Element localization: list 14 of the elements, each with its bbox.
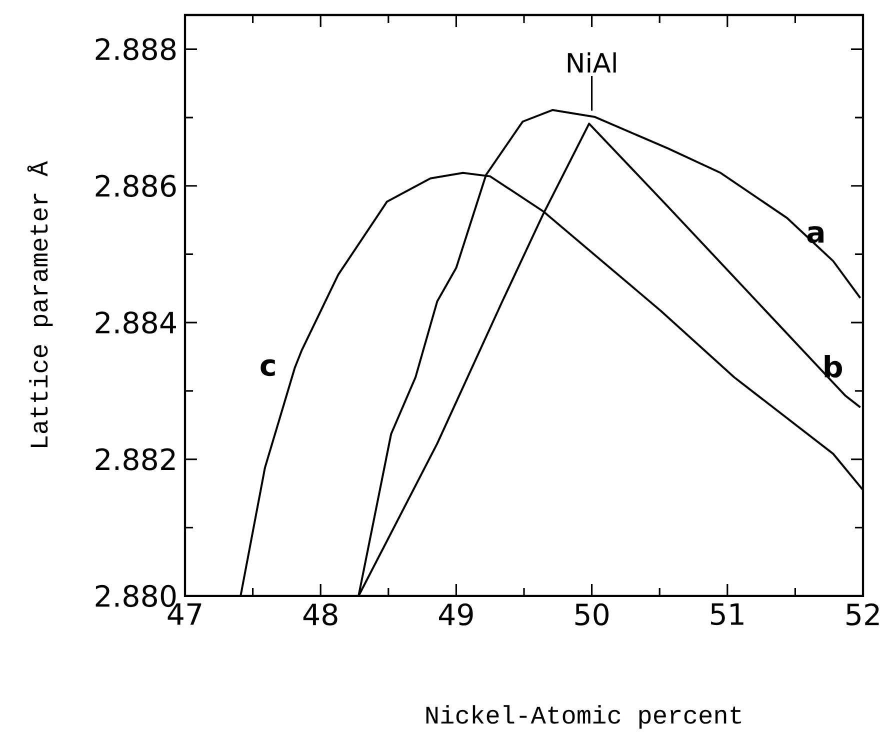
- x-axis-title: Nickel-Atomic percent: [426, 705, 741, 729]
- x-tick-label: 52: [846, 603, 879, 626]
- x-tick-label: 49: [438, 603, 473, 626]
- x-tick-label: 48: [303, 603, 338, 626]
- annotation: NiAl: [568, 52, 616, 73]
- x-tick-label: 51: [711, 603, 744, 626]
- y-tick-label: 2.886: [96, 174, 176, 197]
- y-tick-label: 2.882: [96, 448, 175, 470]
- y-axis-title: Lattice parameter Å: [27, 161, 53, 447]
- series-label: b: [824, 354, 842, 378]
- y-tick-label: 2.884: [96, 311, 176, 334]
- y-tick-label: 2.888: [96, 38, 176, 60]
- series-label: c: [260, 359, 275, 376]
- x-tick-label: 50: [575, 603, 609, 626]
